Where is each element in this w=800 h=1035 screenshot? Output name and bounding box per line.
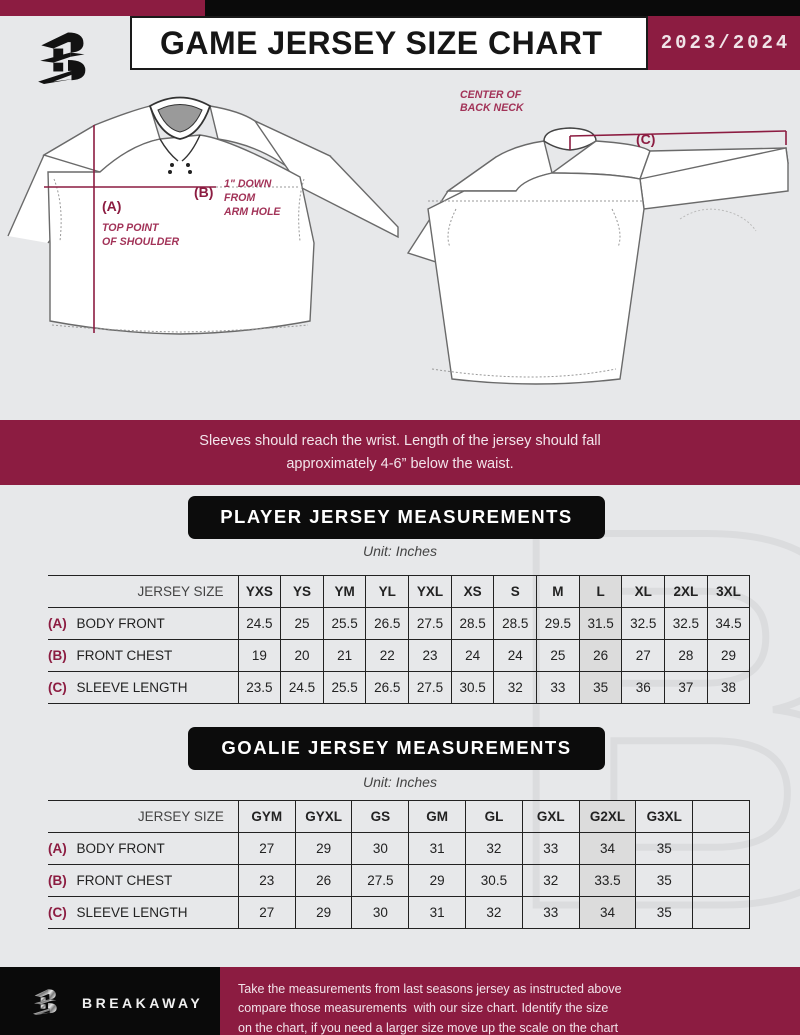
svg-text:(C): (C) bbox=[636, 131, 655, 147]
svg-text:BACK NECK: BACK NECK bbox=[460, 102, 525, 114]
svg-text:TOP POINT: TOP POINT bbox=[102, 222, 160, 234]
svg-text:ARM HOLE: ARM HOLE bbox=[223, 206, 281, 218]
svg-text:(A): (A) bbox=[102, 198, 121, 214]
svg-text:(B): (B) bbox=[194, 184, 213, 200]
svg-text:FROM: FROM bbox=[224, 192, 256, 204]
svg-text:CENTER OF: CENTER OF bbox=[460, 89, 522, 101]
svg-text:OF SHOULDER: OF SHOULDER bbox=[102, 236, 179, 248]
svg-text:1" DOWN: 1" DOWN bbox=[224, 178, 272, 190]
